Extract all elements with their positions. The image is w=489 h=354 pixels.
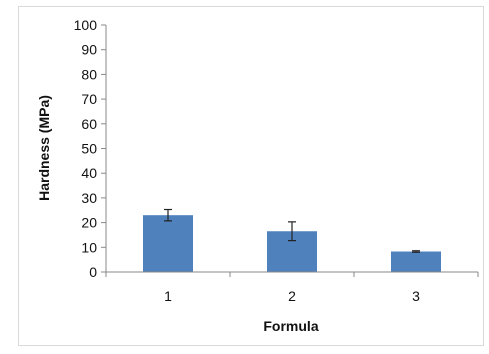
y-axis-title: Hardness (MPa) bbox=[36, 95, 52, 201]
x-tick-label: 1 bbox=[164, 288, 172, 304]
y-tick-label: 10 bbox=[81, 239, 97, 255]
bar-formula-1 bbox=[143, 215, 193, 272]
y-tick-label: 60 bbox=[81, 116, 97, 132]
x-axis-ticks: 1 2 3 bbox=[164, 288, 420, 304]
y-tick-label: 70 bbox=[81, 91, 97, 107]
bar-formula-3 bbox=[391, 251, 441, 272]
y-tick-label: 0 bbox=[89, 264, 97, 280]
bars bbox=[143, 215, 441, 272]
y-tick-label: 80 bbox=[81, 66, 97, 82]
x-tick-label: 3 bbox=[412, 288, 420, 304]
x-tick-label: 2 bbox=[288, 288, 296, 304]
y-tick-label: 30 bbox=[81, 190, 97, 206]
chart-frame bbox=[18, 6, 484, 346]
y-tick-label: 50 bbox=[81, 141, 97, 157]
y-tick-label: 100 bbox=[74, 17, 98, 33]
axes bbox=[105, 25, 479, 277]
y-axis-ticks: 0 10 20 30 40 50 60 70 80 90 100 bbox=[74, 17, 106, 280]
y-tick-label: 40 bbox=[81, 165, 97, 181]
x-axis-title: Formula bbox=[263, 318, 318, 334]
error-bars bbox=[164, 208, 420, 253]
y-tick-label: 90 bbox=[81, 42, 97, 58]
y-tick-label: 20 bbox=[81, 215, 97, 231]
